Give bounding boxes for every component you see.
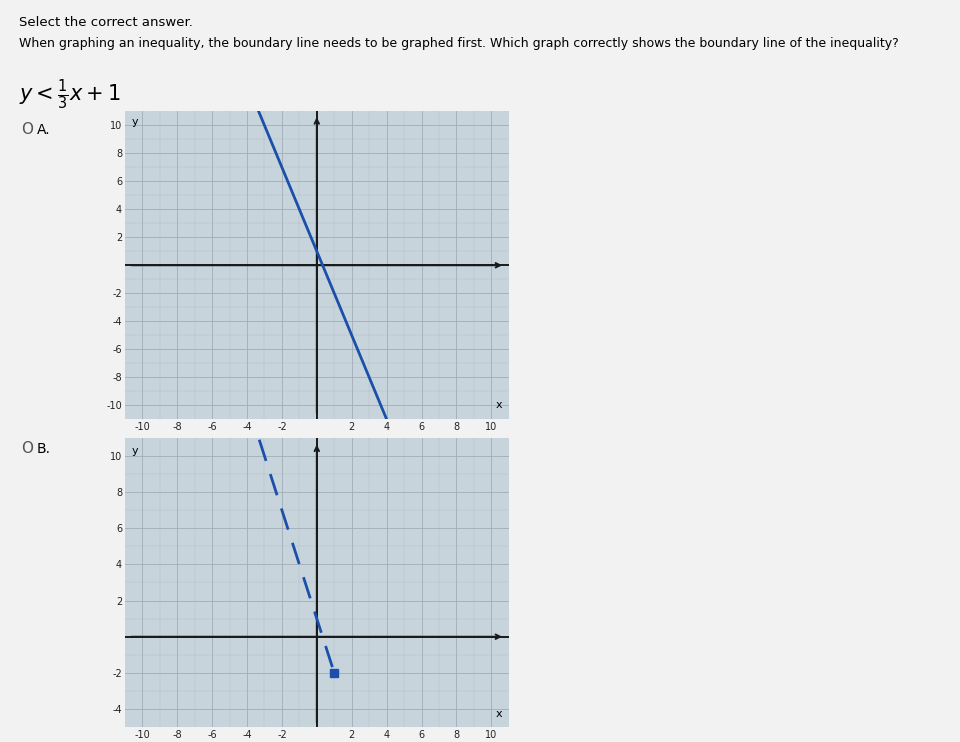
Text: O: O bbox=[21, 441, 33, 456]
Text: Select the correct answer.: Select the correct answer. bbox=[19, 16, 193, 30]
Text: x: x bbox=[496, 709, 502, 719]
Text: A.: A. bbox=[36, 123, 50, 137]
Text: y: y bbox=[132, 446, 138, 456]
Text: O: O bbox=[21, 122, 33, 137]
Text: $y < \frac{1}{3}x + 1$: $y < \frac{1}{3}x + 1$ bbox=[19, 78, 121, 113]
Text: When graphing an inequality, the boundary line needs to be graphed first. Which : When graphing an inequality, the boundar… bbox=[19, 37, 899, 50]
Text: B.: B. bbox=[36, 442, 51, 456]
Text: y: y bbox=[132, 117, 138, 128]
Text: x: x bbox=[496, 401, 502, 410]
